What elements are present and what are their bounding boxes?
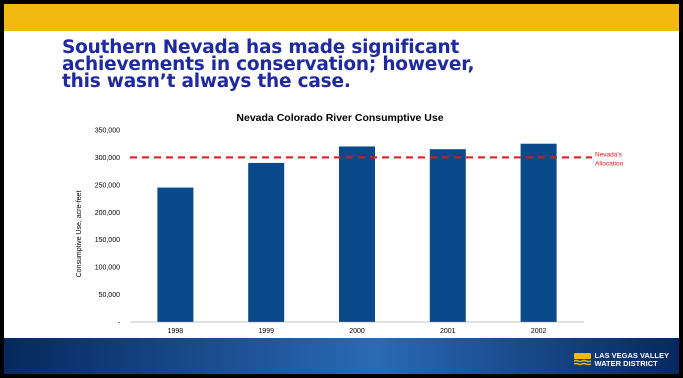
top-accent-bar xyxy=(4,4,679,31)
x-axis-ticks: 1998 1999 2000 2001 2002 xyxy=(168,328,547,335)
bottom-footer-bar xyxy=(4,338,679,374)
logo-text-line: LAS VEGAS VALLEY xyxy=(594,351,669,360)
slide: Southern Nevada has made significant ach… xyxy=(4,4,679,374)
x-tick-label: 2001 xyxy=(440,328,456,335)
allocation-label: Nevada's Allocation xyxy=(595,151,624,167)
y-tick-label: 300,000 xyxy=(95,155,120,162)
y-tick-label: 100,000 xyxy=(95,265,120,272)
bar-2002 xyxy=(520,143,557,322)
y-tick-label: - xyxy=(118,320,121,327)
bar-1998 xyxy=(157,187,194,322)
y-axis-ticks: - 50,000 100,000 150,000 200,000 250,000 300,0… xyxy=(95,128,121,327)
y-tick-label: 350,000 xyxy=(95,128,120,135)
slide-title-line: achievements in conservation; however, xyxy=(62,54,475,75)
bar-2001 xyxy=(429,149,466,322)
lvvwd-logo: LAS VEGAS VALLEY WATER DISTRICT xyxy=(573,351,669,368)
x-tick-label: 2002 xyxy=(531,328,547,335)
chart-title: Nevada Colorado River Consumptive Use xyxy=(236,112,443,124)
slide-title: Southern Nevada has made significant ach… xyxy=(62,37,622,92)
slide-title-line: this wasn’t always the case. xyxy=(62,71,351,92)
x-tick-label: 2000 xyxy=(349,328,365,335)
water-drop-logo-icon xyxy=(573,353,591,366)
consumptive-use-chart: Nevada Colorado River Consumptive Use Co… xyxy=(76,112,624,335)
allocation-label-line: Allocation xyxy=(595,160,624,167)
y-tick-label: 250,000 xyxy=(95,182,120,189)
logo-text-line: WATER DISTRICT xyxy=(594,359,658,368)
allocation-label-line: Nevada's xyxy=(595,151,623,158)
y-axis-label: Consumptive Use, acre-feet xyxy=(76,191,83,278)
bar-1999 xyxy=(248,162,285,322)
x-tick-label: 1999 xyxy=(258,328,274,335)
y-tick-label: 200,000 xyxy=(95,210,120,217)
y-tick-label: 50,000 xyxy=(99,292,121,299)
x-tick-label: 1998 xyxy=(168,328,184,335)
bars xyxy=(157,143,557,322)
slide-title-line: Southern Nevada has made significant xyxy=(62,37,460,58)
bar-2000 xyxy=(339,146,375,322)
y-tick-label: 150,000 xyxy=(95,237,120,244)
